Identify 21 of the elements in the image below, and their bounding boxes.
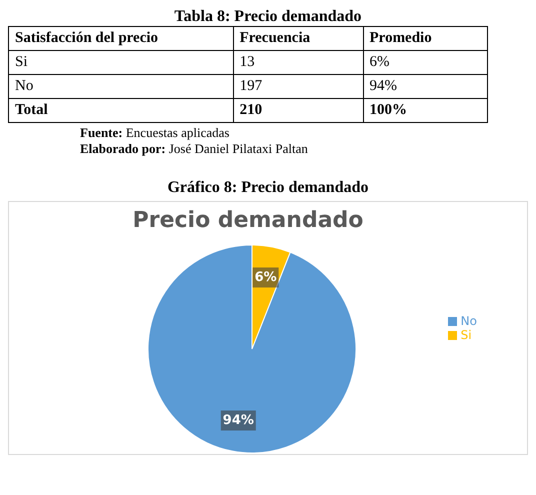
text: Si xyxy=(8,50,234,74)
text: Total xyxy=(8,98,234,122)
legend-label: Si xyxy=(460,328,472,342)
text: Gráfico 8: Precio demandado xyxy=(166,179,370,197)
text: 210 xyxy=(233,98,364,122)
text: 197 xyxy=(233,74,364,98)
text: 6% xyxy=(363,50,488,74)
data-label: 94% xyxy=(222,413,254,428)
chart-title: Precio demandado xyxy=(132,208,364,233)
text: 100% xyxy=(363,98,488,122)
text: Satisfacción del precio xyxy=(8,26,234,50)
text: Frecuencia xyxy=(233,26,364,50)
text: Elaborado por: José Daniel Pilataxi Paltan xyxy=(80,141,309,157)
legend-label: No xyxy=(460,314,477,328)
source-note: Fuente: Encuestas aplicadas xyxy=(80,125,230,141)
text: Promedio xyxy=(363,26,488,50)
text: 13 xyxy=(233,50,364,74)
text: No xyxy=(8,74,234,98)
text: 94% xyxy=(363,74,488,98)
text: Tabla 8: Precio demandado xyxy=(173,8,363,26)
data-label: 6% xyxy=(254,270,277,285)
